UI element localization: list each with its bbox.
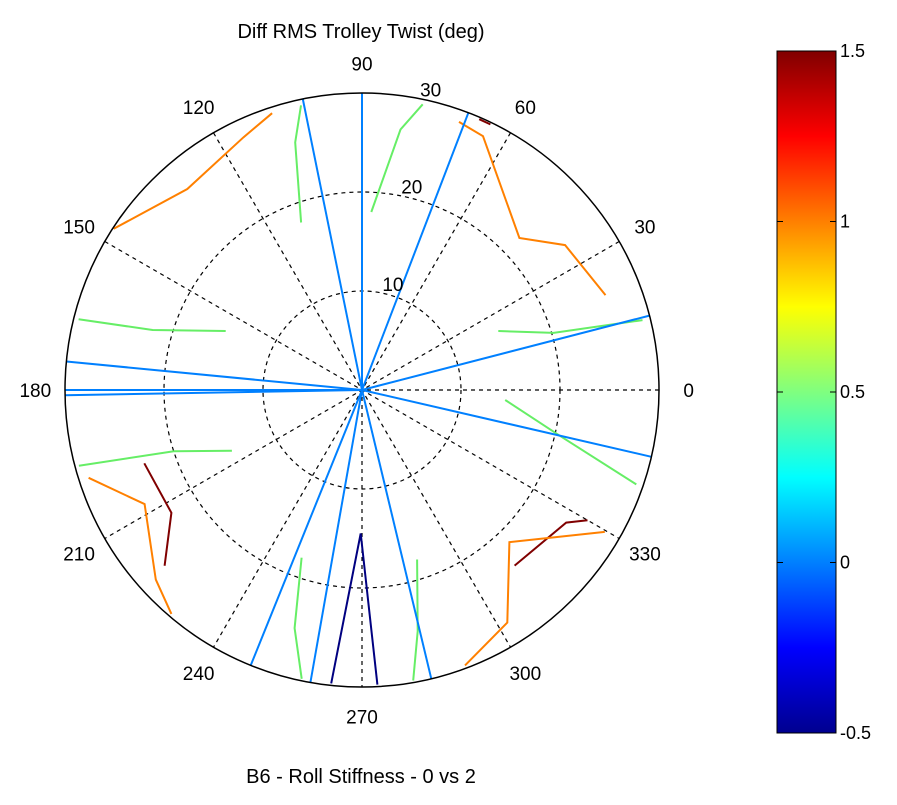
radius-tick-label: 10 xyxy=(382,275,403,296)
contour-line xyxy=(301,98,363,391)
contour-line xyxy=(412,559,419,681)
angle-tick-label: 60 xyxy=(515,98,536,119)
angle-tick-label: 90 xyxy=(351,54,372,75)
radius-tick-label: 20 xyxy=(401,178,422,199)
contour-line xyxy=(64,389,363,397)
contour-line xyxy=(478,118,491,126)
contour-line xyxy=(309,389,363,683)
colorbar-tick-label: -0.5 xyxy=(840,723,871,743)
contour-line xyxy=(361,112,470,391)
angle-tick-label: 180 xyxy=(19,381,51,402)
angle-tick-label: 30 xyxy=(634,218,655,239)
chart-title: Diff RMS Trolley Twist (deg) xyxy=(237,21,484,43)
contour-line xyxy=(464,530,605,667)
angle-tick-label: 270 xyxy=(346,708,378,729)
contour-line xyxy=(78,449,232,467)
contour-line xyxy=(370,103,424,213)
contour-line xyxy=(361,389,433,680)
angle-tick-label: 240 xyxy=(183,664,215,685)
contour-line xyxy=(330,533,379,685)
colorbar-gradient xyxy=(776,50,837,734)
angle-tick-label: 150 xyxy=(63,218,95,239)
contour-line xyxy=(513,519,588,567)
angle-tick-label: 210 xyxy=(63,544,95,565)
colorbar: -0.5 0 0.5 1 1.5 xyxy=(776,41,871,743)
colorbar-tick-label: 0 xyxy=(840,553,850,573)
contour-line xyxy=(78,318,226,332)
contour-lines xyxy=(64,93,652,685)
angle-tick-label: 0 xyxy=(683,381,694,402)
colorbar-tick-label: 0.5 xyxy=(840,382,865,402)
radius-tick-label: 30 xyxy=(420,80,441,101)
angle-tick-label: 330 xyxy=(629,544,661,565)
x-axis-label: B6 - Roll Stiffness - 0 vs 2 xyxy=(246,766,476,788)
angle-tick-label: 120 xyxy=(183,98,215,119)
contour-line xyxy=(361,389,652,458)
contour-line xyxy=(361,314,650,391)
colorbar-tick-label: 1.5 xyxy=(840,41,865,61)
polar-outer-circle xyxy=(64,92,660,688)
contour-line xyxy=(293,557,303,679)
contour-line xyxy=(66,360,363,391)
radius-tick-labels: 10 20 30 xyxy=(382,80,441,295)
contour-line xyxy=(143,462,173,566)
colorbar-ticks: -0.5 0 0.5 1 1.5 xyxy=(777,41,871,743)
contour-line xyxy=(249,389,363,666)
angle-tick-label: 300 xyxy=(509,664,541,685)
contour-line xyxy=(113,112,273,230)
angle-tick-labels: 0 30 60 90 120 150 180 210 240 270 300 330 xyxy=(19,54,694,728)
contour-line xyxy=(458,121,607,296)
colorbar-tick-label: 1 xyxy=(840,212,850,232)
contour-line xyxy=(294,105,303,223)
contour-line xyxy=(88,476,173,615)
